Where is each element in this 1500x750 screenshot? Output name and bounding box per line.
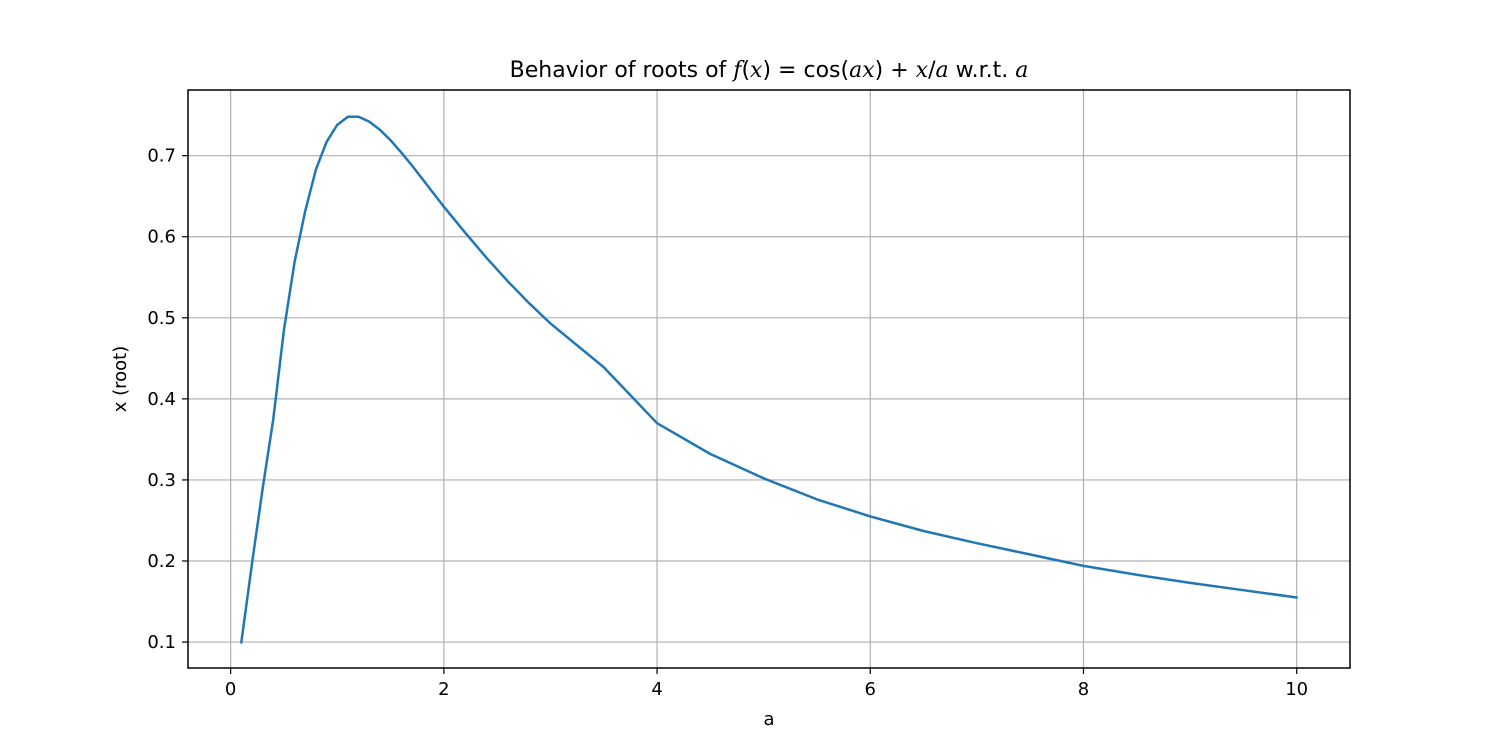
title-ax: ax [849,58,875,83]
grid-layer [188,90,1350,668]
y-tick-label: 0.4 [147,389,176,410]
title-open: ( [741,58,750,83]
x-tick-label: 2 [438,679,449,700]
x-tick-label: 0 [225,679,236,700]
tick-layer: 0 2 4 6 8 10 0.1 0.2 0.3 0.4 0.5 0.6 0.7 [147,146,1308,700]
y-tick-label: 0.5 [147,308,176,329]
plot-frame [187,89,1351,669]
title-cos: cos [803,58,840,83]
y-tick-label: 0.6 [147,227,176,248]
title-a1: a [936,58,949,83]
title-cos-close-plus: ) + [875,58,916,83]
title-prefix: Behavior of roots of [510,58,734,83]
x-tick-label: 6 [865,679,876,700]
title-x1: x [750,58,763,83]
y-tick-label: 0.2 [147,551,176,572]
y-tick-label: 0.7 [147,146,176,167]
title-cos-open: ( [841,58,850,83]
chart-title: Behavior of roots of f(x) = cos(ax) + x/… [510,58,1029,83]
title-a2: a [1015,58,1028,83]
y-tick-label: 0.3 [147,470,176,491]
x-tick-label: 4 [651,679,662,700]
title-slash: / [928,58,936,83]
series-layer [240,115,1298,644]
title-close-eq: ) = [762,58,803,83]
x-tick-label: 10 [1285,679,1308,700]
y-axis-label: x (root) [110,346,131,413]
title-x2: x [916,58,929,83]
series-line [240,115,1298,644]
x-axis-label: a [763,709,774,730]
x-tick-label: 8 [1078,679,1089,700]
title-wrt: w.r.t. [949,58,1016,83]
y-tick-label: 0.1 [147,632,176,653]
